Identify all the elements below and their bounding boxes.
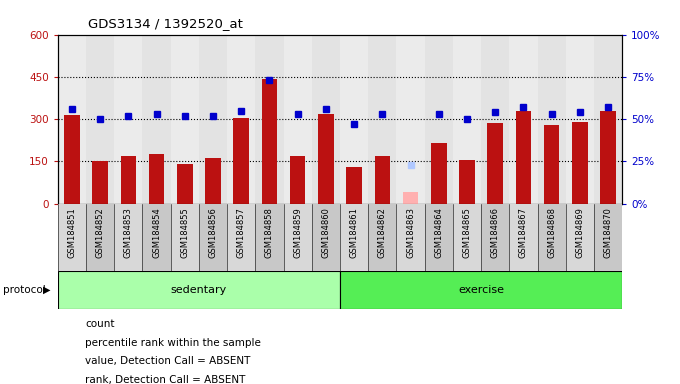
Bar bbox=[566, 35, 594, 204]
Text: GDS3134 / 1392520_at: GDS3134 / 1392520_at bbox=[88, 17, 243, 30]
Bar bbox=[488, 123, 503, 204]
Bar bbox=[143, 35, 171, 204]
Bar bbox=[369, 35, 396, 204]
Text: GSM184858: GSM184858 bbox=[265, 207, 274, 258]
Text: GSM184851: GSM184851 bbox=[67, 207, 76, 258]
Bar bbox=[425, 204, 453, 271]
Text: GSM184869: GSM184869 bbox=[575, 207, 584, 258]
Text: GSM184853: GSM184853 bbox=[124, 207, 133, 258]
Bar bbox=[538, 35, 566, 204]
Bar bbox=[509, 35, 538, 204]
Bar bbox=[290, 156, 305, 204]
Bar bbox=[594, 204, 622, 271]
Text: GSM184864: GSM184864 bbox=[435, 207, 443, 258]
Bar bbox=[572, 122, 588, 204]
Text: GSM184852: GSM184852 bbox=[96, 207, 105, 258]
Bar bbox=[205, 158, 221, 204]
Bar bbox=[600, 111, 616, 204]
Text: rank, Detection Call = ABSENT: rank, Detection Call = ABSENT bbox=[85, 375, 245, 384]
Bar bbox=[149, 154, 165, 204]
Text: GSM184855: GSM184855 bbox=[180, 207, 189, 258]
Bar bbox=[284, 35, 312, 204]
Bar bbox=[566, 204, 594, 271]
Text: GSM184861: GSM184861 bbox=[350, 207, 358, 258]
Bar bbox=[396, 204, 425, 271]
Bar bbox=[58, 271, 340, 309]
Bar bbox=[86, 35, 114, 204]
Bar bbox=[177, 164, 192, 204]
Bar bbox=[538, 204, 566, 271]
Text: GSM184856: GSM184856 bbox=[209, 207, 218, 258]
Text: GSM184867: GSM184867 bbox=[519, 207, 528, 258]
Text: GSM184862: GSM184862 bbox=[378, 207, 387, 258]
Bar bbox=[396, 35, 425, 204]
Bar bbox=[227, 204, 256, 271]
Bar bbox=[431, 143, 447, 204]
Bar bbox=[256, 35, 284, 204]
Bar bbox=[64, 115, 80, 204]
Bar bbox=[340, 35, 369, 204]
Bar bbox=[58, 35, 86, 204]
Bar bbox=[375, 156, 390, 204]
Text: percentile rank within the sample: percentile rank within the sample bbox=[85, 338, 261, 348]
Bar bbox=[86, 204, 114, 271]
Bar bbox=[509, 204, 538, 271]
Text: GSM184860: GSM184860 bbox=[322, 207, 330, 258]
Bar bbox=[594, 35, 622, 204]
Text: GSM184863: GSM184863 bbox=[406, 207, 415, 258]
Text: ▶: ▶ bbox=[43, 285, 50, 295]
Text: value, Detection Call = ABSENT: value, Detection Call = ABSENT bbox=[85, 356, 250, 366]
Bar bbox=[233, 118, 249, 204]
Text: GSM184854: GSM184854 bbox=[152, 207, 161, 258]
Bar bbox=[318, 114, 334, 204]
Text: GSM184865: GSM184865 bbox=[462, 207, 471, 258]
Bar bbox=[459, 160, 475, 204]
Bar bbox=[425, 35, 453, 204]
Bar bbox=[403, 192, 418, 204]
Text: GSM184870: GSM184870 bbox=[604, 207, 613, 258]
Bar bbox=[114, 204, 143, 271]
Bar bbox=[340, 204, 369, 271]
Text: count: count bbox=[85, 319, 114, 329]
Bar bbox=[453, 204, 481, 271]
Text: sedentary: sedentary bbox=[171, 285, 227, 295]
Bar bbox=[346, 167, 362, 204]
Bar bbox=[262, 79, 277, 204]
Bar bbox=[199, 35, 227, 204]
Bar bbox=[453, 35, 481, 204]
Bar bbox=[227, 35, 256, 204]
Bar bbox=[369, 204, 396, 271]
Text: GSM184859: GSM184859 bbox=[293, 207, 302, 258]
Text: GSM184866: GSM184866 bbox=[491, 207, 500, 258]
Bar bbox=[120, 156, 136, 204]
Bar bbox=[481, 35, 509, 204]
Text: protocol: protocol bbox=[3, 285, 46, 295]
Bar bbox=[544, 125, 560, 204]
Text: GSM184857: GSM184857 bbox=[237, 207, 245, 258]
Bar bbox=[515, 111, 531, 204]
Bar bbox=[312, 35, 340, 204]
Bar bbox=[92, 161, 108, 204]
Bar bbox=[114, 35, 143, 204]
Bar bbox=[58, 204, 86, 271]
Bar bbox=[171, 35, 199, 204]
Bar bbox=[143, 204, 171, 271]
Bar bbox=[256, 204, 284, 271]
Text: exercise: exercise bbox=[458, 285, 504, 295]
Bar bbox=[481, 204, 509, 271]
Bar bbox=[340, 271, 622, 309]
Text: GSM184868: GSM184868 bbox=[547, 207, 556, 258]
Bar bbox=[284, 204, 312, 271]
Bar bbox=[171, 204, 199, 271]
Bar bbox=[312, 204, 340, 271]
Bar bbox=[199, 204, 227, 271]
